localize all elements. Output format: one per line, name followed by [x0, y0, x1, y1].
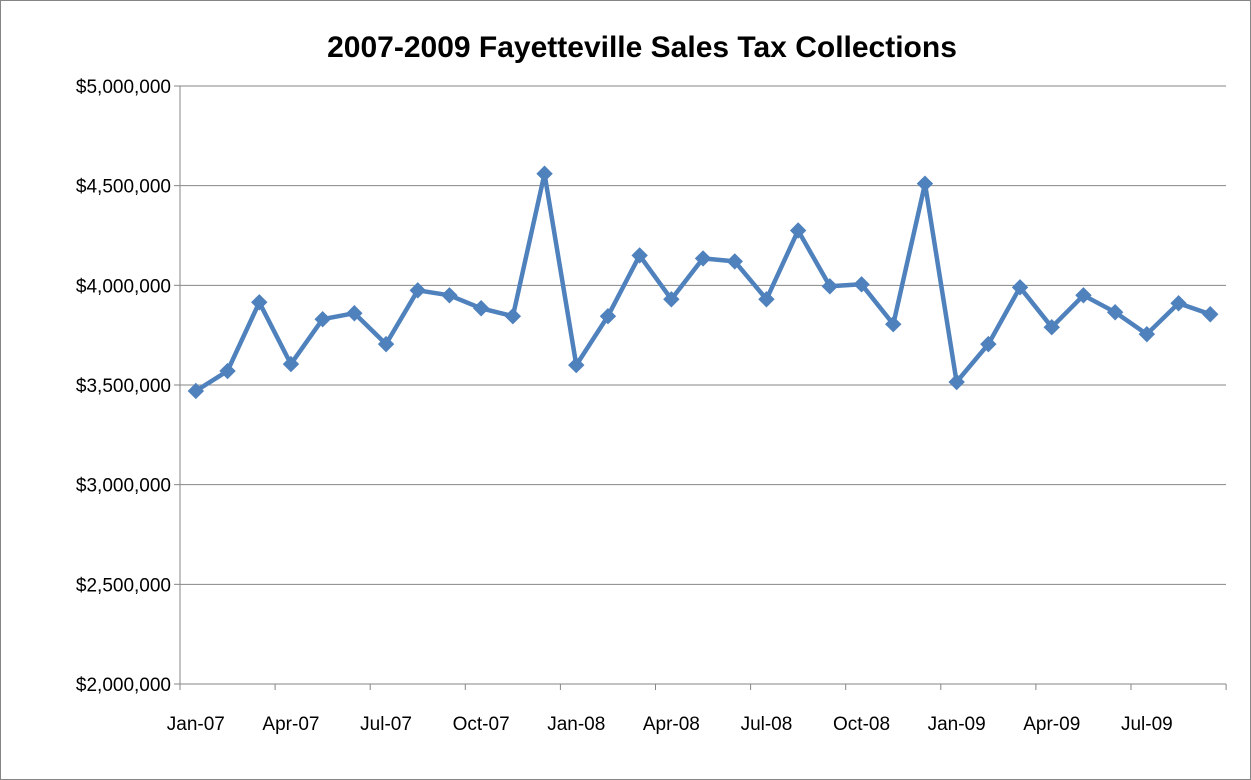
data-point-marker: [1106, 304, 1124, 321]
y-tick-label: $5,000,000: [76, 77, 171, 98]
data-point-marker: [219, 362, 236, 380]
y-tick-label: $4,000,000: [76, 276, 171, 297]
data-point-marker: [821, 278, 839, 295]
x-tick-label: Oct-08: [833, 714, 890, 735]
data-point-marker: [282, 355, 300, 373]
x-tick-label: Apr-09: [1023, 714, 1080, 735]
y-tick-label: $2,500,000: [76, 575, 171, 596]
data-point-marker: [314, 311, 331, 328]
data-point-marker: [568, 356, 585, 374]
series-sales-tax: [187, 165, 1219, 400]
data-point-marker: [663, 291, 680, 308]
data-point-marker: [789, 222, 807, 239]
data-point-marker: [631, 247, 648, 264]
data-point-marker: [536, 165, 553, 182]
data-point-marker: [187, 382, 205, 400]
grid-lines: [180, 85, 1226, 585]
data-point-marker: [694, 250, 712, 267]
y-tick-label: $3,000,000: [76, 476, 171, 497]
y-tick-labels: $2,000,000 $2,500,000 $3,000,000 $3,500,000…: [76, 77, 171, 696]
data-point-marker: [1011, 279, 1029, 296]
data-point-marker: [916, 175, 934, 192]
data-point-marker: [1138, 325, 1156, 343]
data-point-marker: [726, 253, 743, 270]
data-point-marker: [980, 335, 997, 353]
data-point-marker: [472, 300, 490, 317]
x-tick-labels: Jan-07 Apr-07 Jul-07 Oct-07 Jan-08 Apr-08 Jul-…: [167, 714, 1173, 735]
data-point-marker: [251, 294, 268, 311]
x-tick-label: Jul-07: [360, 714, 412, 735]
x-tick-label: Jan-07: [167, 714, 225, 735]
x-tick-label: Apr-07: [262, 714, 319, 735]
data-point-marker: [377, 335, 395, 353]
data-point-marker: [1170, 295, 1187, 312]
x-tick-label: Jan-08: [547, 714, 605, 735]
data-point-marker: [409, 282, 426, 299]
y-tick-label: $3,500,000: [76, 376, 171, 397]
data-point-marker: [1202, 306, 1219, 323]
axes: [174, 85, 1227, 690]
x-tick-label: Jul-09: [1121, 714, 1173, 735]
x-tick-label: Jul-08: [741, 714, 793, 735]
x-tick-label: Apr-08: [643, 714, 700, 735]
x-tick-label: Oct-07: [453, 714, 510, 735]
data-point-marker: [346, 305, 363, 322]
y-tick-label: $2,000,000: [76, 675, 171, 696]
x-tick-label: Jan-09: [928, 714, 986, 735]
data-point-marker: [504, 308, 522, 325]
data-point-marker: [441, 287, 458, 304]
y-tick-label: $4,500,000: [76, 177, 171, 198]
data-point-marker: [1075, 287, 1092, 304]
data-point-marker: [885, 315, 902, 333]
series-line: [194, 171, 1212, 393]
data-point-marker: [1043, 318, 1060, 336]
data-point-marker: [853, 276, 870, 293]
chart-title: 2007-2009 Fayetteville Sales Tax Collect…: [327, 31, 957, 64]
data-point-marker: [599, 308, 617, 325]
data-point-marker: [758, 291, 775, 308]
data-point-marker: [948, 373, 965, 391]
